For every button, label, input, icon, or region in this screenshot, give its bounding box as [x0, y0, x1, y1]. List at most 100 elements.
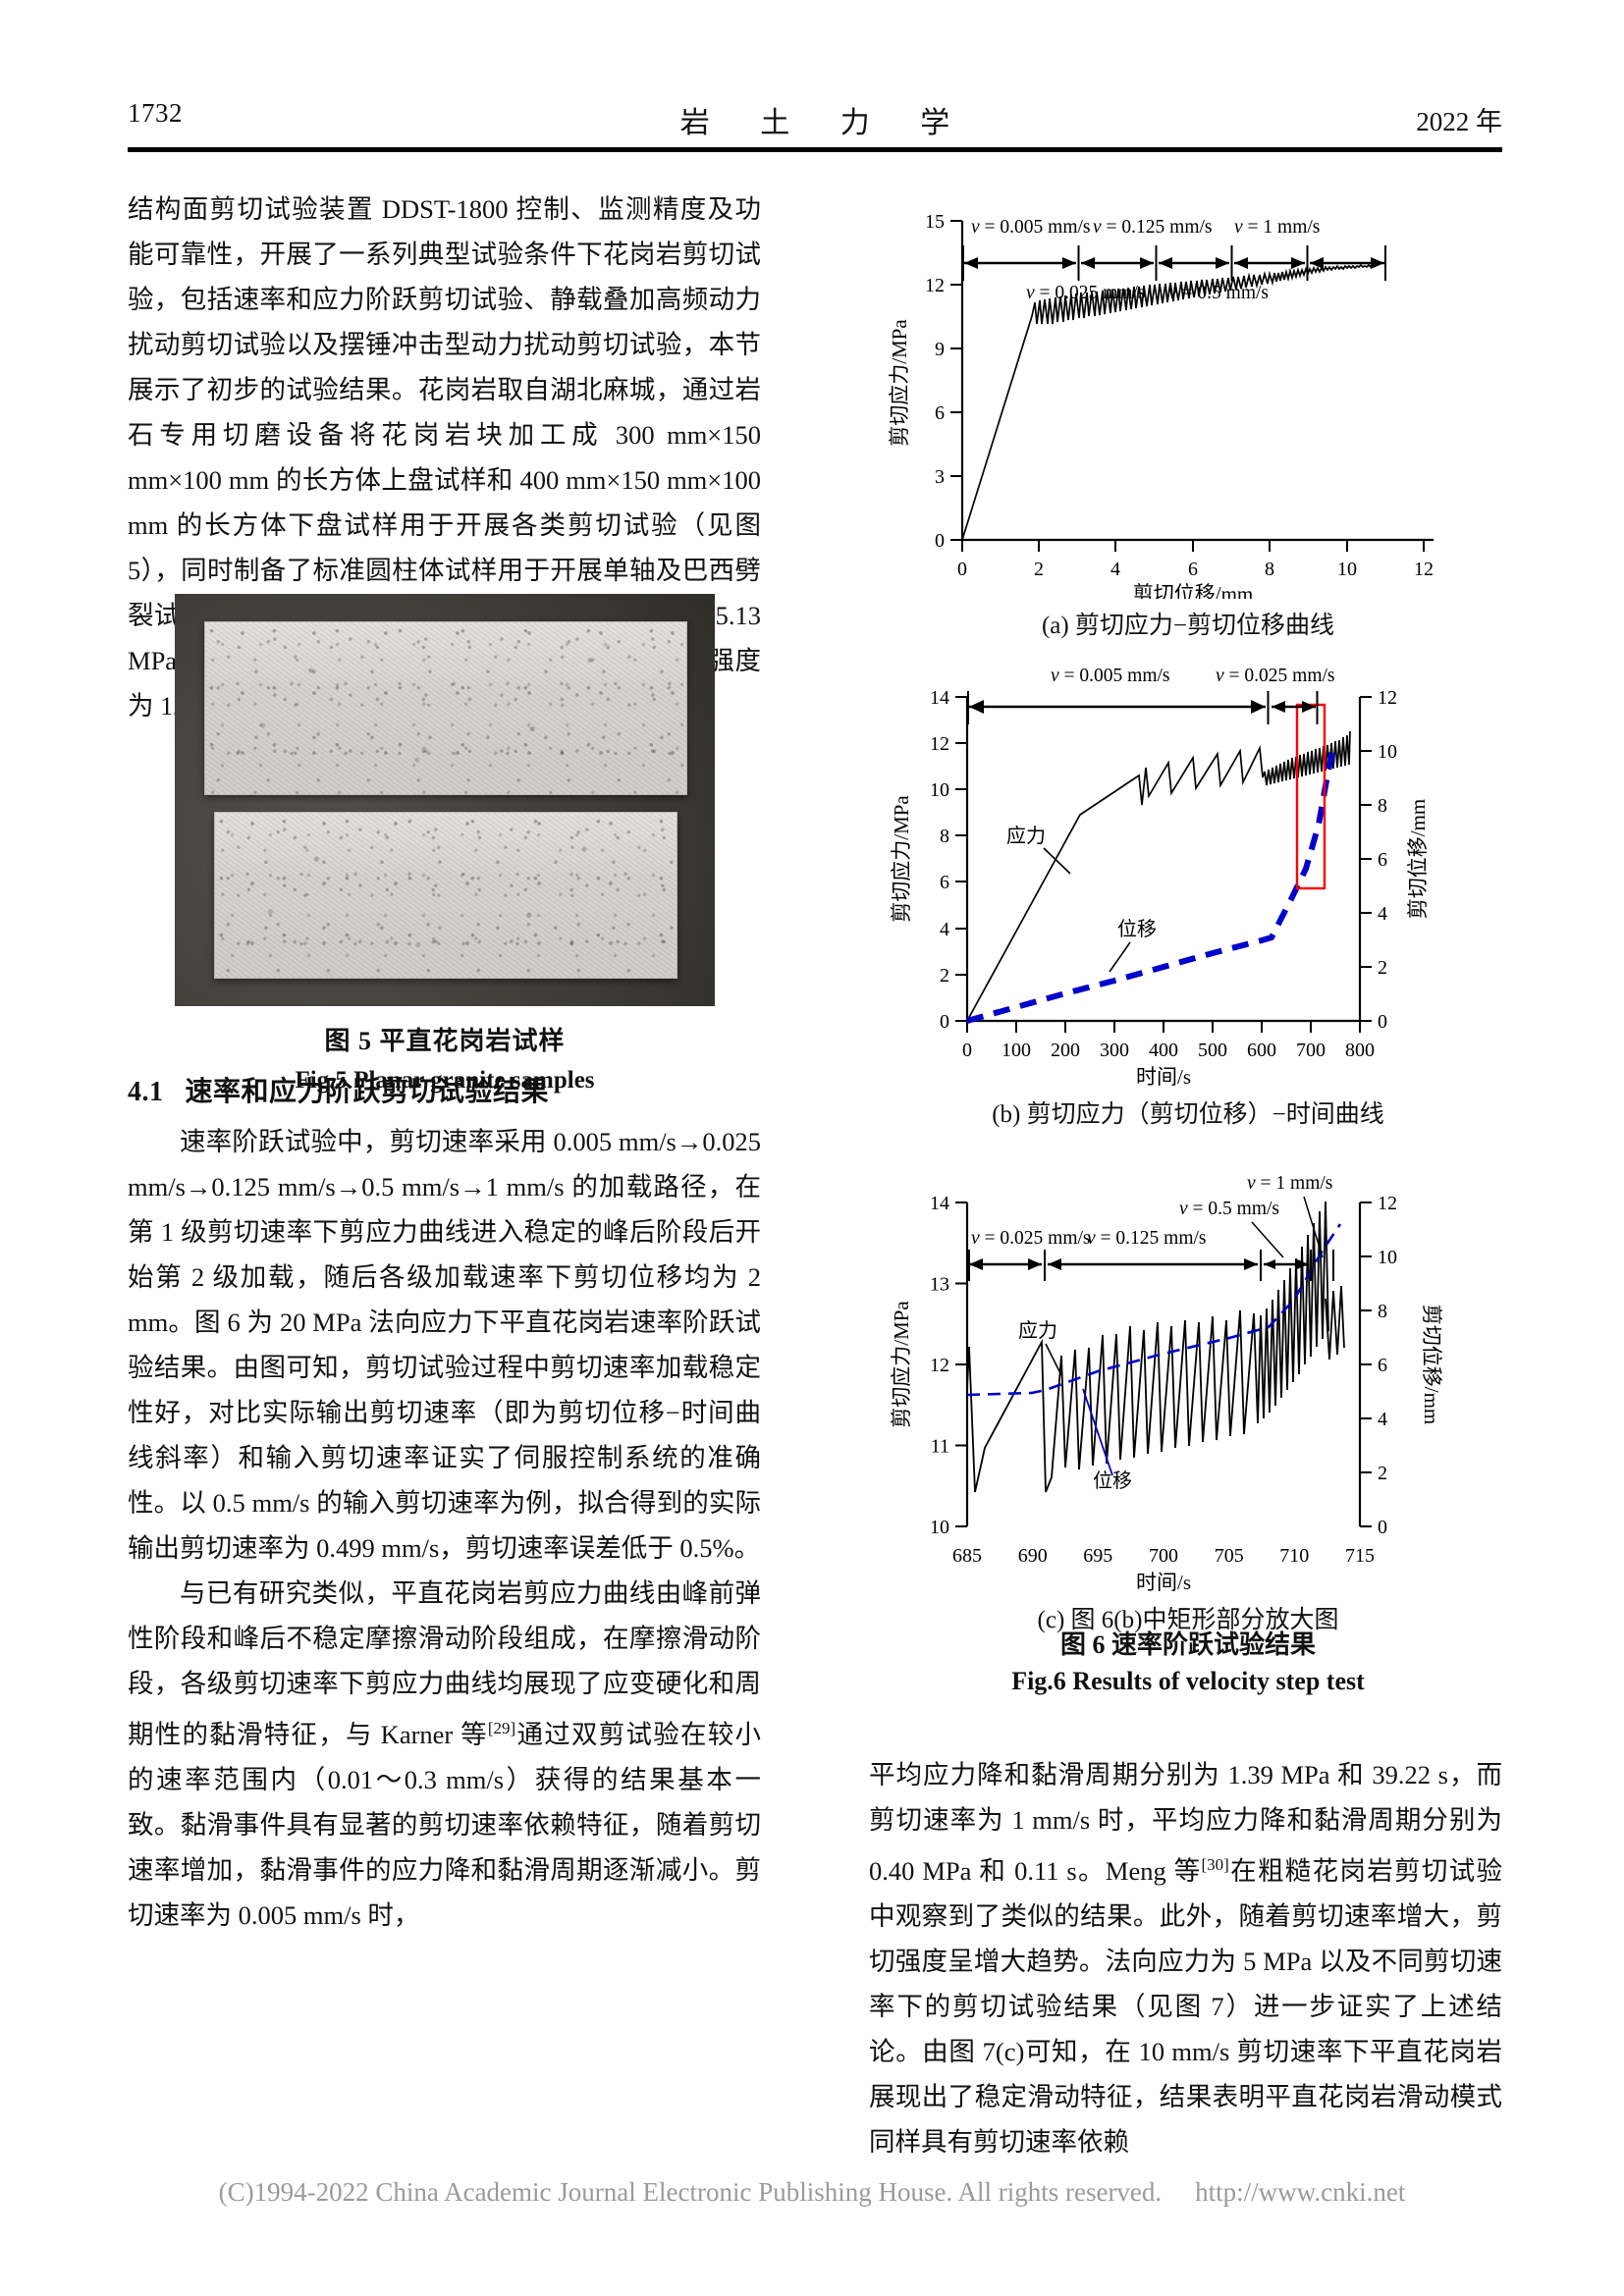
fig6a-ytick-3: 3	[935, 466, 945, 488]
fig6c-xtick-685: 685	[952, 1545, 982, 1567]
page-number-left: 1732	[128, 98, 183, 128]
fig6b-vlabel-1: v = 0.025 mm/s	[1216, 666, 1335, 686]
fig6c-vlabel-1: v = 0.125 mm/s	[1087, 1228, 1207, 1249]
fig6c-ytickR-8: 8	[1378, 1301, 1387, 1322]
section-title: 速率和应力阶跃剪切试验结果	[185, 1077, 550, 1107]
fig6c-label-displacement: 位移	[1093, 1469, 1132, 1492]
fig6b-ytickR-10: 10	[1378, 741, 1397, 763]
fig6b-xtick-200: 200	[1051, 1040, 1080, 1061]
fig6b-ytickL-10: 10	[930, 779, 949, 801]
granite-sample-photo	[175, 594, 715, 1006]
fig6b-ytickL-2: 2	[940, 965, 949, 987]
paragraph-results-pre: 平均应力降和黏滑周期分别为 1.39 MPa 和 39.22 s，而剪切速率为 …	[869, 1760, 1502, 1886]
section-number: 4.1	[128, 1077, 164, 1107]
paragraph-results: 平均应力降和黏滑周期分别为 1.39 MPa 和 39.22 s，而剪切速率为 …	[869, 1752, 1502, 2164]
fig6c-arrowheads	[969, 1258, 1309, 1270]
fig6b-xtick-500: 500	[1198, 1040, 1227, 1061]
footer-copyright-bar: (C)1994-2022 China Academic Journal Elec…	[0, 2177, 1624, 2208]
figure-5-caption-cn: 图 5 平直花岗岩试样	[324, 1027, 566, 1055]
fig6b-velocity-bars	[967, 691, 1319, 724]
fig6a-vlabel-1: v = 0.025 mm/s	[1026, 283, 1146, 303]
fig6b-ytickR-8: 8	[1378, 795, 1387, 817]
fig6a-caption: (a) 剪切应力−剪切位移曲线	[1041, 613, 1335, 639]
fig6c-ytickL-10: 10	[930, 1517, 949, 1538]
paragraph-stick-slip-pre: 与已有研究类似，平直花岗岩剪应力曲线由峰前弹性阶段和峰后不稳定摩擦滑动阶段组成，…	[128, 1578, 761, 1749]
fig6b-xtick-600: 600	[1247, 1040, 1276, 1061]
fig6a-xtick-0: 0	[957, 559, 967, 580]
fig6c-vlabel-0: v = 0.025 mm/s	[971, 1228, 1091, 1249]
paragraph-results-post: 在粗糙花岗岩剪切试验中观察到了类似的结果。此外，随着剪切速率增大，剪切强度呈增大…	[869, 1855, 1503, 2157]
fig6a-vlabel-2: v = 0.125 mm/s	[1093, 217, 1213, 238]
fig6a-ytick-6: 6	[935, 402, 945, 424]
figure-5-caption-en: Fig.5 Planar granite samples	[295, 1067, 595, 1094]
fig6a-vlabel-0: v = 0.005 mm/s	[971, 217, 1091, 238]
fig6b-ytickL-14: 14	[930, 687, 949, 709]
fig6c-ylabel-right: 剪切位移/mm	[1420, 1305, 1443, 1425]
fig6a-xtick-12: 12	[1414, 559, 1434, 580]
fig6c-xlabel: 时间/s	[1136, 1571, 1191, 1594]
fig6b-xtick-700: 700	[1296, 1040, 1326, 1061]
fig6b-label-stress: 应力	[1006, 825, 1046, 847]
fig6a-ytick-9: 9	[935, 339, 945, 360]
fig6a-vlabel-3: v = 0.5 mm/s	[1168, 283, 1269, 303]
fig6c-caption: (c) 图 6(b)中矩形部分放大图	[1037, 1607, 1339, 1633]
year-right: 2022 年	[1416, 107, 1502, 136]
cnki-url[interactable]: http://www.cnki.net	[1195, 2177, 1406, 2207]
fig6b-stress-curve	[966, 730, 1351, 1022]
fig6c-xtick-705: 705	[1215, 1545, 1244, 1567]
fig6c-vlabel-2: v = 0.5 mm/s	[1179, 1199, 1279, 1219]
fig6a-xlabel: 剪切位移/mm	[1133, 582, 1254, 599]
fig6c-ytickL-13: 13	[930, 1274, 949, 1296]
fig6b-ytickR-6: 6	[1378, 849, 1387, 871]
fig6b-velocity-labels: v = 0.005 mm/s v = 0.025 mm/s	[1051, 666, 1335, 686]
fig6b-ytickR-2: 2	[1378, 957, 1387, 979]
fig6b-vlabel-0: v = 0.005 mm/s	[1051, 666, 1170, 686]
fig6c-stress-curve	[966, 1201, 1345, 1493]
fig6c-ytickL-14: 14	[930, 1193, 949, 1214]
section-heading-4-1: 4.1 速率和应力阶跃剪切试验结果	[128, 1070, 761, 1109]
fig6c-callouts: 应力 位移	[1018, 1319, 1132, 1492]
fig6a-vlabel-4: v = 1 mm/s	[1234, 217, 1320, 238]
fig6b-xtick-300: 300	[1100, 1040, 1129, 1061]
fig6c-ytickR-2: 2	[1378, 1463, 1387, 1484]
fig6c-ytickR-4: 4	[1378, 1409, 1387, 1430]
fig6b-callouts: 应力 位移	[1006, 825, 1157, 973]
fig6b-ylabel-right: 剪切位移/mm	[1406, 799, 1430, 920]
figure-5-caption: 图 5 平直花岗岩试样 Fig.5 Planar granite samples	[175, 1022, 715, 1100]
fig6b-displacement-curve	[966, 750, 1335, 1024]
chart-fig6b-svg: 0 2 4 6 8 10 12 14 0 2 4 6 8	[890, 666, 1430, 1089]
fig6c-ytickR-6: 6	[1378, 1355, 1387, 1376]
header-rule	[128, 147, 1502, 152]
fig6b-ytickL-0: 0	[940, 1011, 949, 1033]
fig6b-arrowheads	[969, 700, 1316, 714]
chart-fig6c: 10 11 12 13 14 0 2 4 6 8 10 12	[869, 1153, 1507, 1639]
fig6b-label-displacement: 位移	[1117, 918, 1157, 940]
fig6c-ytickR-10: 10	[1378, 1247, 1397, 1268]
fig6a-velocity-labels: v = 0.005 mm/s v = 0.125 mm/s v = 1 mm/s…	[971, 217, 1320, 303]
fig6b-xlabel: 时间/s	[1136, 1065, 1191, 1089]
fig6b-xtick-800: 800	[1345, 1040, 1375, 1061]
chart-fig6c-svg: 10 11 12 13 14 0 2 4 6 8 10 12	[890, 1173, 1443, 1594]
chart-fig6b: 0 2 4 6 8 10 12 14 0 2 4 6 8	[869, 648, 1507, 1134]
fig6c-vlabel-3: v = 1 mm/s	[1247, 1173, 1332, 1194]
fig6b-ytickL-12: 12	[930, 733, 949, 755]
granite-slab-lower	[214, 812, 677, 979]
fig6a-ytick-15: 15	[925, 211, 945, 233]
journal-title: 岩 土 力 学	[679, 107, 972, 139]
fig6a-xtick-2: 2	[1034, 559, 1044, 580]
fig6a-xtick-6: 6	[1188, 559, 1198, 580]
granite-slab-upper	[204, 621, 687, 795]
reference-29: [29]	[487, 1719, 516, 1737]
fig6a-ylabel: 剪切应力/MPa	[888, 319, 911, 447]
fig6c-ytickR-12: 12	[1378, 1193, 1397, 1214]
fig6c-xtick-695: 695	[1083, 1545, 1112, 1567]
fig6a-xtick-4: 4	[1110, 559, 1120, 580]
fig6a-xtick-10: 10	[1337, 559, 1357, 580]
fig6c-xtick-715: 715	[1345, 1545, 1375, 1567]
left-column-lower: 速率阶跃试验中，剪切速率采用 0.005 mm/s→0.025 mm/s→0.1…	[128, 1119, 761, 1938]
fig6a-stress-curve	[961, 263, 1374, 541]
fig6c-label-stress: 应力	[1018, 1319, 1057, 1342]
fig6c-ytickL-11: 11	[931, 1436, 949, 1458]
fig6b-caption: (b) 剪切应力（剪切位移）−时间曲线	[992, 1101, 1384, 1128]
